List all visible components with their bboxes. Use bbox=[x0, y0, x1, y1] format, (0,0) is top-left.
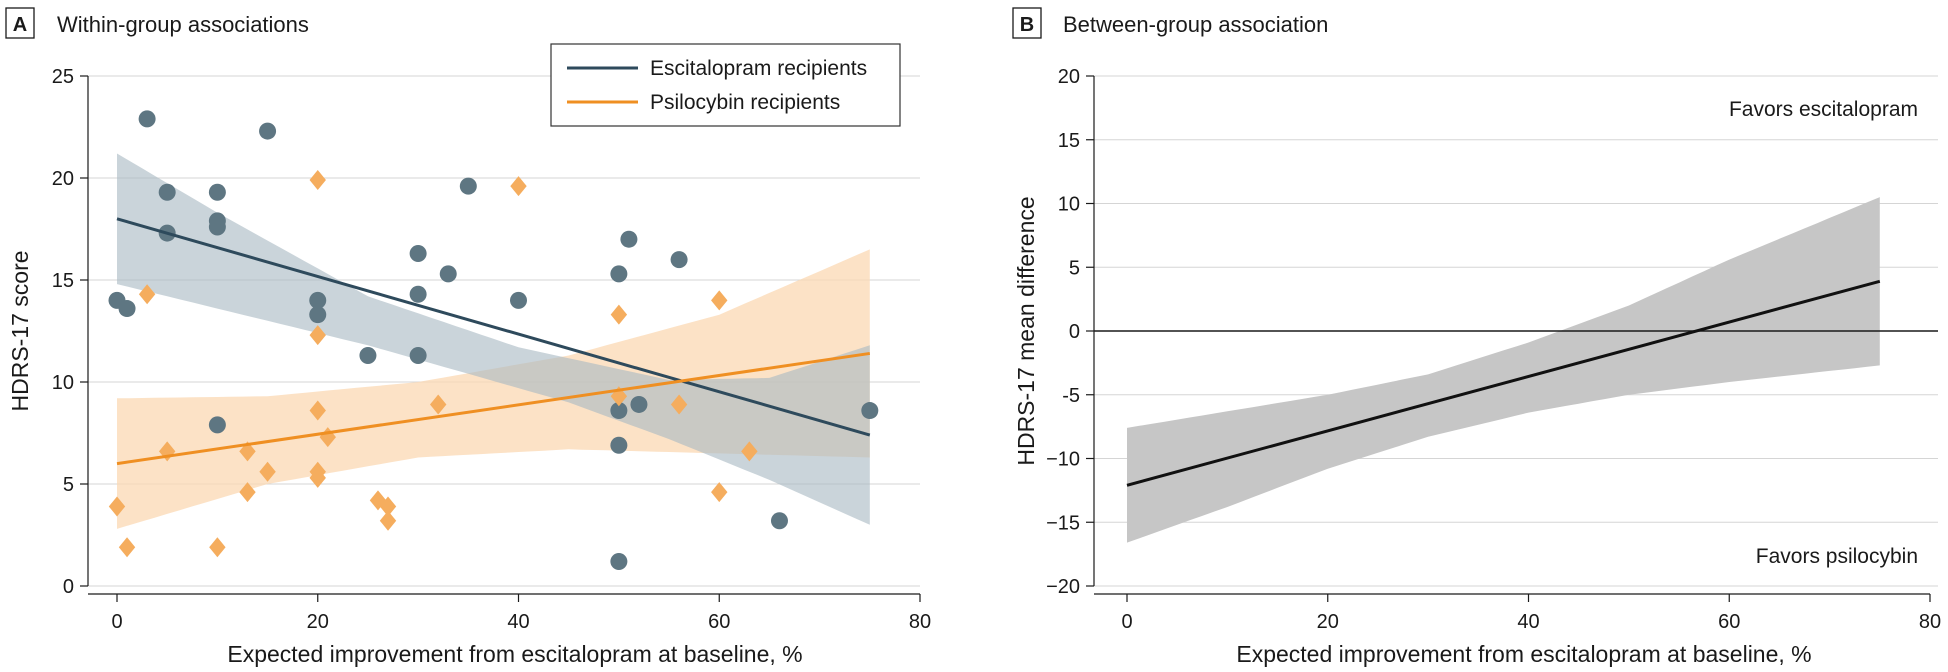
legend-box bbox=[550, 43, 901, 127]
psilocybin-point bbox=[670, 394, 688, 415]
escitalopram-point bbox=[620, 230, 638, 248]
escitalopram-point bbox=[208, 218, 226, 236]
panel-b-y-tick-label: 15 bbox=[1058, 130, 1080, 152]
escitalopram-point bbox=[610, 436, 628, 454]
escitalopram-point bbox=[439, 265, 457, 283]
panel-b-y-axis-title: HDRS-17 mean difference bbox=[1013, 196, 1039, 465]
panel-a-y-tick-label: 20 bbox=[52, 168, 74, 190]
favors-psilocybin-label: Favors psilocybin bbox=[1756, 545, 1918, 568]
escitalopram-point bbox=[309, 306, 327, 324]
escitalopram-point bbox=[409, 285, 427, 303]
psilocybin-point bbox=[309, 325, 326, 346]
panel-a-y-tick-label: 25 bbox=[52, 66, 74, 88]
panel-a-letter: A bbox=[13, 14, 27, 36]
panel-b-header: B Between-group association bbox=[1012, 7, 1328, 39]
escitalopram-point bbox=[309, 291, 327, 309]
panel-b-x-tick-label: 80 bbox=[1919, 611, 1941, 633]
psilocybin-point bbox=[309, 400, 326, 421]
panel-b-letter-box bbox=[1012, 7, 1042, 39]
panel-a-header: A Within-group associations bbox=[5, 7, 309, 39]
psilocybin-point bbox=[711, 482, 728, 503]
panel-b-y-tick-label: 0 bbox=[1069, 321, 1080, 343]
psilocybin-point bbox=[309, 467, 326, 488]
legend: Escitalopram recipients Psilocybin recip… bbox=[550, 43, 901, 127]
panel-a-x-tick-label: 80 bbox=[909, 611, 931, 633]
mean-difference-line bbox=[1126, 279, 1881, 487]
psilocybin-point bbox=[379, 496, 397, 517]
panel-a-y-tick-label: 10 bbox=[52, 372, 74, 394]
panel-b-x-tick-label: 40 bbox=[1517, 611, 1539, 633]
psilocybin-point bbox=[309, 170, 326, 191]
panel-b-letter: B bbox=[1020, 14, 1034, 36]
psilocybin-point bbox=[158, 441, 176, 462]
panel-b-x-axis-title: Expected improvement from escitalopram a… bbox=[1236, 641, 1811, 667]
panel-b-y-tick-label: 20 bbox=[1058, 66, 1080, 88]
panel-a-letter-box bbox=[5, 7, 35, 39]
panel-b-title: Between-group association bbox=[1063, 12, 1328, 37]
escitalopram-point bbox=[208, 416, 226, 434]
psilocybin-point bbox=[138, 284, 156, 305]
psilocybin-fit-line bbox=[116, 351, 871, 466]
escitalopram-point bbox=[359, 346, 377, 364]
psilocybin-point bbox=[510, 176, 527, 197]
psilocybin-ci-band bbox=[117, 249, 870, 529]
panel-b-x-tick-label: 60 bbox=[1718, 611, 1740, 633]
panel-a-x-tick-label: 0 bbox=[111, 611, 122, 633]
escitalopram-point bbox=[259, 122, 277, 140]
psilocybin-point bbox=[239, 482, 256, 503]
psilocybin-point bbox=[430, 394, 447, 415]
psilocybin-point bbox=[118, 537, 136, 558]
panel-a-x-axis-title: Expected improvement from escitalopram a… bbox=[227, 641, 802, 667]
panel-b-y-tick-label: −20 bbox=[1046, 576, 1080, 598]
escitalopram-point bbox=[670, 251, 688, 269]
panel-b-plot: −20 −15 −10 -5 0 5 10 15 20 0 20 40 60 80 bbox=[1046, 66, 1941, 633]
escitalopram-point bbox=[409, 346, 427, 364]
escitalopram-point bbox=[158, 183, 176, 201]
panel-b-x-tick-label: 0 bbox=[1121, 611, 1132, 633]
escitalopram-point bbox=[208, 183, 226, 201]
escitalopram-ci-band bbox=[117, 153, 870, 525]
panel-a-plot: 0 5 10 15 20 25 0 20 40 60 80 bbox=[52, 66, 931, 633]
panel-b-x-tick-label: 20 bbox=[1317, 611, 1339, 633]
escitalopram-point bbox=[118, 300, 136, 318]
psilocybin-point bbox=[259, 461, 276, 482]
escitalopram-point bbox=[459, 177, 477, 195]
panel-a-title: Within-group associations bbox=[57, 12, 309, 37]
panel-a-y-tick-label: 0 bbox=[63, 576, 74, 598]
escitalopram-point bbox=[861, 402, 879, 420]
favors-escitalopram-label: Favors escitalopram bbox=[1729, 98, 1918, 121]
panel-a-x-tick-label: 40 bbox=[507, 611, 529, 633]
panel-b-y-tick-label: 10 bbox=[1058, 194, 1080, 216]
escitalopram-point bbox=[610, 265, 628, 283]
escitalopram-point bbox=[409, 244, 427, 262]
panel-a-x-tick-label: 20 bbox=[307, 611, 329, 633]
panel-b-y-tick-label: -5 bbox=[1062, 385, 1080, 407]
psilocybin-point bbox=[209, 537, 226, 558]
legend-psilocybin-label: Psilocybin recipients bbox=[650, 91, 840, 114]
panel-b-y-tick-label: −15 bbox=[1046, 512, 1080, 534]
escitalopram-point bbox=[510, 291, 527, 309]
escitalopram-point bbox=[610, 402, 628, 420]
panel-a-y-axis-title: HDRS-17 score bbox=[7, 250, 33, 411]
mean-difference-ci-band bbox=[1127, 197, 1880, 543]
psilocybin-point bbox=[741, 441, 758, 462]
legend-escitalopram-label: Escitalopram recipients bbox=[650, 57, 867, 80]
panel-b-y-tick-label: −10 bbox=[1046, 449, 1080, 471]
panel-a-y-tick-label: 15 bbox=[52, 270, 74, 292]
escitalopram-point bbox=[630, 395, 648, 413]
psilocybin-point bbox=[711, 290, 728, 311]
escitalopram-point bbox=[770, 512, 788, 530]
panel-b-y-tick-label: 5 bbox=[1069, 257, 1080, 279]
panel-a-x-tick-label: 60 bbox=[708, 611, 730, 633]
escitalopram-point bbox=[138, 110, 156, 128]
psilocybin-point bbox=[610, 304, 628, 325]
escitalopram-point bbox=[610, 553, 628, 571]
panel-a-y-tick-label: 5 bbox=[63, 474, 74, 496]
psilocybin-point bbox=[379, 510, 397, 531]
escitalopram-fit-line bbox=[116, 217, 871, 437]
psilocybin-point bbox=[108, 496, 126, 517]
